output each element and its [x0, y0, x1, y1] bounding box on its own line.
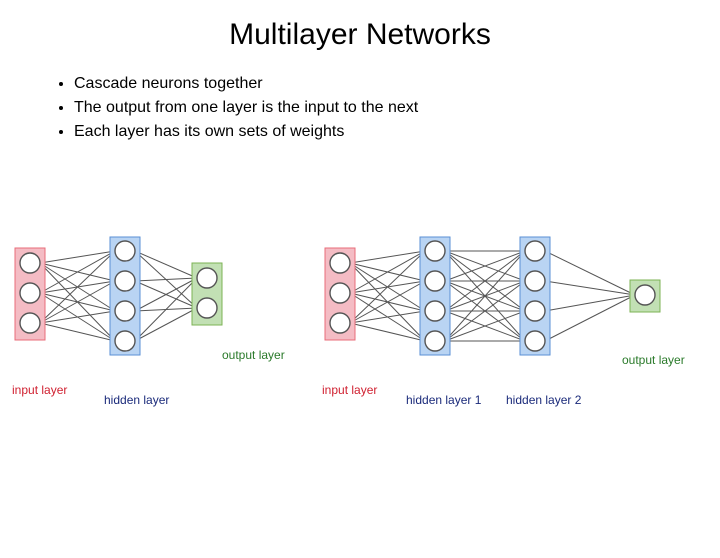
neuron-node — [115, 301, 135, 321]
neuron-node — [330, 283, 350, 303]
neuron-node — [115, 331, 135, 351]
bullet-item: Cascade neurons together — [74, 72, 720, 95]
neuron-node — [197, 268, 217, 288]
neuron-node — [330, 313, 350, 333]
network-diagram-1 — [10, 233, 310, 393]
page-title: Multilayer Networks — [0, 18, 720, 52]
bullet-list: Cascade neurons together The output from… — [34, 72, 720, 144]
neuron-node — [20, 283, 40, 303]
neuron-node — [115, 271, 135, 291]
layer-label-hidden: hidden layer 1 — [406, 393, 481, 407]
layer-label-hidden: hidden layer 2 — [506, 393, 581, 407]
layer-label-output: output layer — [622, 353, 685, 367]
neuron-node — [115, 241, 135, 261]
neuron-node — [525, 271, 545, 291]
neuron-node — [525, 301, 545, 321]
neuron-node — [425, 301, 445, 321]
layer-label-hidden: hidden layer — [104, 393, 169, 407]
bullet-item: The output from one layer is the input t… — [74, 96, 720, 119]
neuron-node — [330, 253, 350, 273]
layer-label-output: output layer — [222, 348, 285, 362]
neuron-node — [525, 241, 545, 261]
edges — [350, 251, 635, 341]
network-diagram-2 — [320, 233, 720, 393]
neuron-node — [425, 331, 445, 351]
neuron-node — [425, 241, 445, 261]
layer-label-input: input layer — [12, 383, 67, 397]
neuron-node — [525, 331, 545, 351]
bullet-item: Each layer has its own sets of weights — [74, 120, 720, 143]
neuron-node — [425, 271, 445, 291]
neuron-node — [20, 313, 40, 333]
diagram-area: input layer hidden layer output layer input… — [0, 233, 720, 453]
neuron-node — [635, 285, 655, 305]
layer-label-input: input layer — [322, 383, 377, 397]
neuron-node — [20, 253, 40, 273]
neuron-node — [197, 298, 217, 318]
